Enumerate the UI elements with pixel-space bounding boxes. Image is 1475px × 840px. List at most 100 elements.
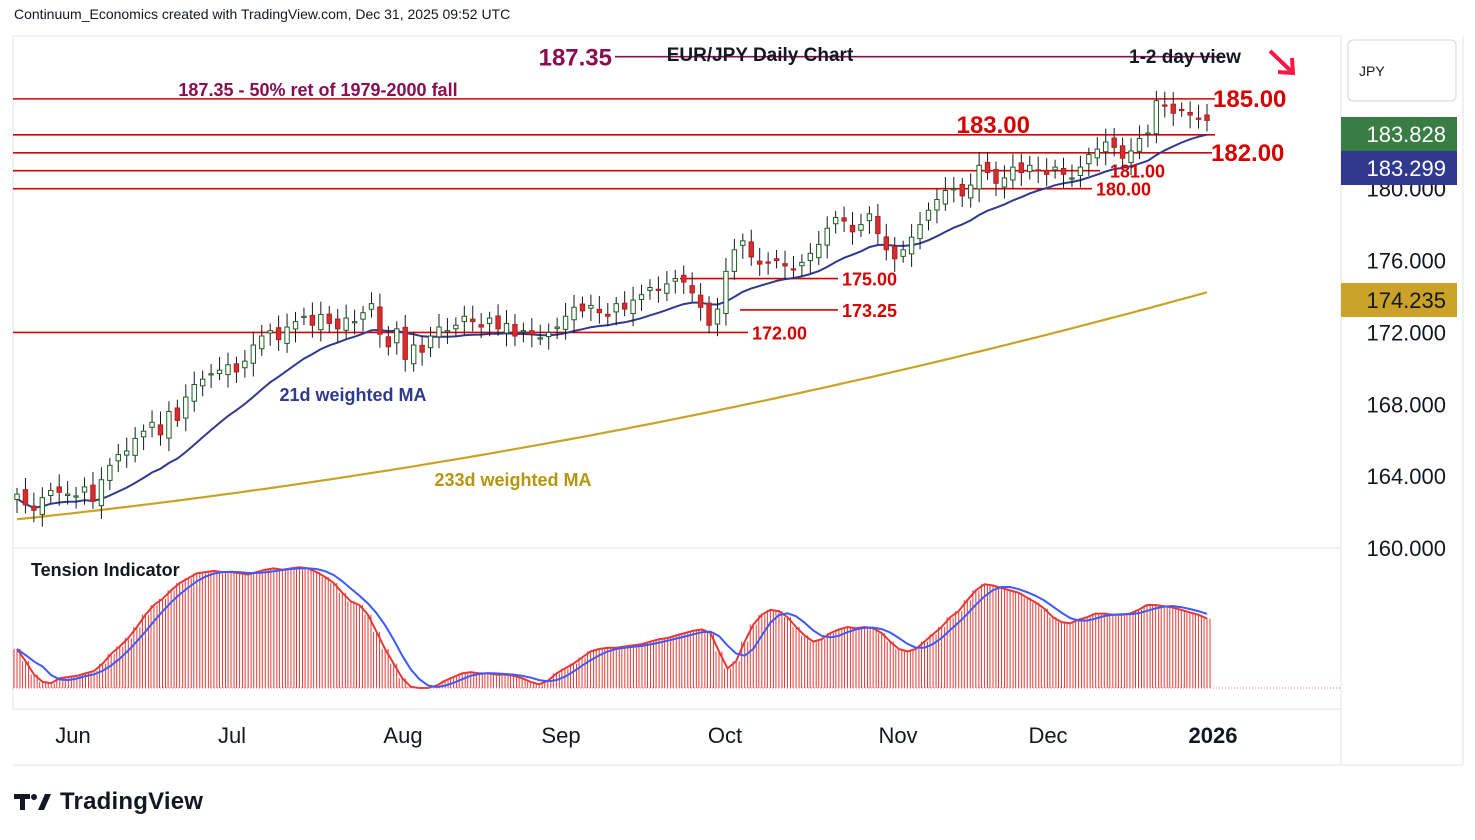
price-label-box [1341, 117, 1457, 151]
candle [183, 384, 189, 432]
candle [1060, 157, 1067, 188]
level-label-173-25: 173.25 [842, 301, 897, 321]
time-axis: Jun Jul Aug Sep Oct Nov Dec 2026 [55, 723, 1237, 748]
candle [427, 326, 434, 357]
candle [1145, 124, 1151, 148]
y-tick-label: 176.000 [1366, 249, 1446, 274]
candle [799, 254, 805, 278]
currency-button[interactable]: JPY [1347, 39, 1457, 102]
candle [157, 411, 164, 446]
candle [1077, 155, 1084, 188]
candle [1103, 128, 1109, 166]
candle [360, 305, 366, 332]
candle [107, 457, 113, 491]
candle [925, 202, 932, 231]
x-tick-label: Nov [878, 723, 917, 748]
candle [967, 173, 974, 208]
candle [124, 437, 130, 468]
candle [908, 224, 915, 267]
candle [242, 350, 248, 378]
chart-header: Continuum_Economics created with Trading… [14, 6, 511, 22]
candle [807, 243, 814, 274]
candle [478, 313, 484, 339]
candle [596, 295, 603, 324]
candle [461, 305, 468, 335]
candle [275, 315, 282, 351]
tension-slow-line [16, 567, 1208, 689]
candle [900, 240, 906, 263]
level-label-180-00: 180.00 [1096, 180, 1151, 200]
candle [191, 371, 197, 412]
candle [377, 293, 383, 348]
candle [56, 474, 62, 506]
candle [1187, 101, 1193, 129]
candle [1111, 127, 1117, 157]
tension-indicator-label: Tension Indicator [31, 560, 180, 580]
price-axis: 180.000176.000172.000168.000164.000160.0… [1366, 177, 1446, 561]
candle [588, 294, 594, 322]
candle [1069, 164, 1075, 187]
candle [883, 223, 889, 261]
candle [816, 231, 822, 265]
candle [351, 309, 358, 335]
candle [1094, 137, 1100, 167]
candle [284, 313, 290, 353]
candle [866, 206, 873, 234]
candle [689, 272, 695, 302]
candle [1153, 90, 1160, 144]
candle [529, 318, 535, 348]
candle [647, 279, 653, 300]
level-label-175-00: 175.00 [842, 270, 897, 290]
candle [394, 321, 400, 355]
retracement-annotation: 187.35 - 50% ret of 1979-2000 fall [178, 80, 457, 100]
candle [1195, 104, 1202, 129]
view-label: 1-2 day view [1129, 47, 1241, 68]
candle [343, 304, 349, 339]
candle [444, 318, 451, 344]
candle [495, 304, 501, 336]
candle [638, 284, 645, 311]
candle [790, 256, 797, 279]
candle [1128, 138, 1134, 176]
candle [368, 292, 375, 318]
candle [714, 297, 721, 337]
candle [1035, 156, 1041, 184]
candle [546, 323, 552, 350]
candle [917, 212, 923, 250]
candle [579, 296, 586, 318]
candle [892, 237, 898, 272]
candle [613, 296, 619, 326]
chart-title: EUR/JPY Daily Chart [667, 45, 854, 66]
ma21-line [16, 133, 1208, 509]
candle [571, 294, 577, 333]
candle [706, 296, 712, 334]
candle [951, 177, 957, 203]
candle [630, 286, 636, 327]
tension-histogram [13, 567, 1211, 688]
x-tick-label: Oct [708, 723, 742, 748]
candle [605, 302, 611, 327]
x-tick-label: Jul [218, 723, 246, 748]
candle [993, 161, 999, 196]
candle [697, 283, 704, 321]
candle [942, 177, 949, 211]
candle [115, 443, 121, 473]
candle [309, 302, 316, 338]
candle [1043, 158, 1050, 187]
candle [562, 303, 569, 340]
currency-label: JPY [1359, 63, 1385, 79]
candle [199, 370, 206, 397]
candle [140, 424, 147, 451]
candle [250, 331, 257, 377]
candlestick-series [14, 90, 1210, 527]
candle [740, 233, 746, 259]
candle [731, 238, 738, 280]
candle [64, 481, 71, 505]
candle [267, 323, 273, 346]
candle [208, 363, 214, 388]
candle [73, 486, 79, 509]
candle [292, 311, 299, 343]
candle [621, 291, 628, 317]
candle [748, 229, 754, 266]
